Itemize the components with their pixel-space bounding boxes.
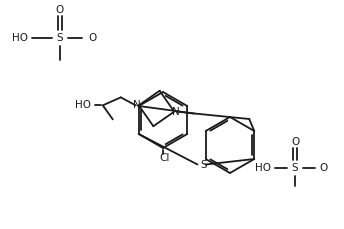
Text: S: S <box>200 160 207 169</box>
Text: O: O <box>88 33 96 43</box>
Text: O: O <box>319 163 327 173</box>
Text: HO: HO <box>75 100 91 110</box>
Text: HO: HO <box>255 163 271 173</box>
Text: N: N <box>133 100 141 110</box>
Text: N: N <box>172 107 180 117</box>
Text: O: O <box>291 137 299 147</box>
Text: HO: HO <box>12 33 28 43</box>
Text: Cl: Cl <box>160 153 170 163</box>
Text: S: S <box>57 33 63 43</box>
Text: S: S <box>292 163 298 173</box>
Text: O: O <box>56 5 64 15</box>
